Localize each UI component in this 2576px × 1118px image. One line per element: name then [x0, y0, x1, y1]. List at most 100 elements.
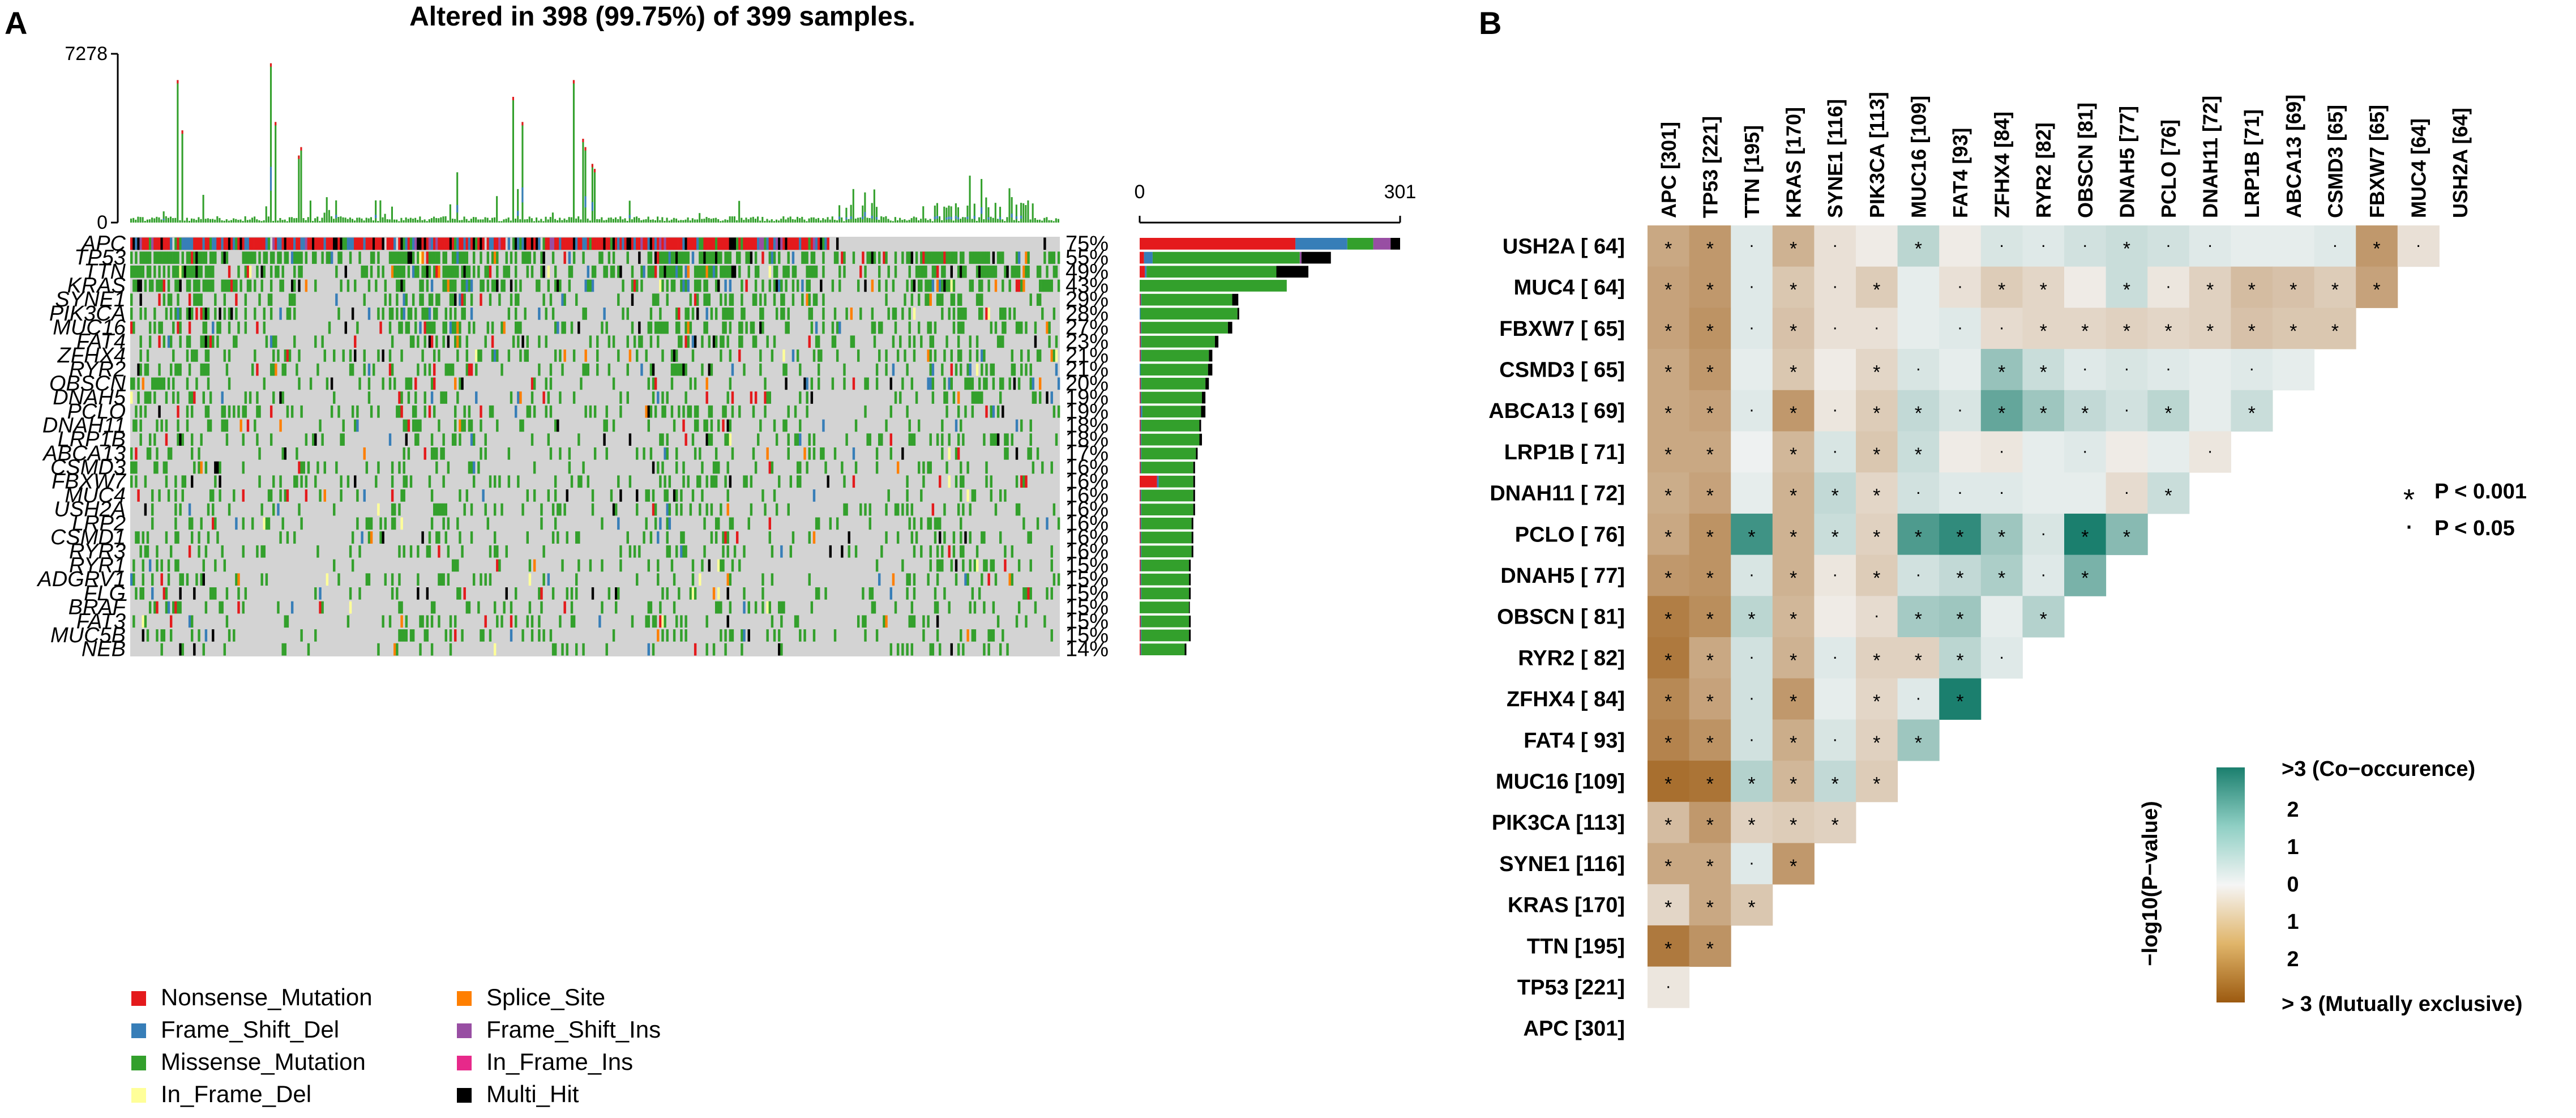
matrix-cell	[403, 489, 405, 502]
tmb-bar	[598, 219, 601, 223]
matrix-cell	[530, 265, 534, 278]
matrix-cell	[442, 433, 445, 446]
tmb-bar	[335, 200, 337, 223]
matrix-cell	[396, 279, 399, 292]
matrix-cell	[428, 251, 431, 264]
matrix-cell	[582, 308, 585, 320]
heatmap-cell	[2022, 513, 2065, 556]
tmb-bar-segment	[628, 215, 631, 219]
matrix-cell	[726, 265, 729, 278]
matrix-cell	[258, 475, 261, 488]
tmb-bar	[741, 217, 743, 223]
matrix-cell	[421, 531, 424, 544]
matrix-cell	[987, 308, 990, 320]
count-bar-segment	[1141, 293, 1233, 306]
tmb-bar	[987, 207, 990, 223]
matrix-cell	[398, 265, 401, 278]
matrix-cell	[929, 461, 932, 474]
matrix-cell	[687, 475, 690, 488]
matrix-cell	[735, 251, 739, 264]
matrix-cell	[714, 308, 718, 320]
matrix-cell	[148, 391, 152, 404]
tmb-bar	[952, 220, 955, 223]
matrix-cell	[1057, 517, 1060, 530]
matrix-cell	[929, 279, 932, 292]
matrix-cell	[195, 573, 198, 586]
matrix-cell	[423, 321, 426, 334]
matrix-cell	[489, 265, 492, 278]
matrix-cell	[290, 293, 294, 306]
matrix-cell	[235, 237, 238, 250]
matrix-cell	[356, 321, 359, 334]
matrix-cell	[952, 308, 956, 320]
matrix-cell	[694, 237, 697, 250]
matrix-cell	[454, 279, 457, 292]
percent-label: 29%	[1066, 288, 1109, 311]
significance-mark: *	[1664, 732, 1672, 754]
matrix-cell	[177, 433, 179, 446]
matrix-cell	[204, 405, 208, 418]
matrix-cell	[864, 377, 867, 390]
matrix-cell	[454, 405, 457, 418]
matrix-cell	[1055, 433, 1058, 446]
significance-mark: ·	[1957, 400, 1963, 419]
matrix-cell	[948, 308, 951, 320]
matrix-cell	[680, 335, 683, 348]
count-bar-segment	[1141, 349, 1209, 362]
matrix-cell	[419, 293, 422, 306]
tmb-bar	[596, 219, 598, 223]
matrix-cell	[915, 265, 918, 278]
matrix-cell	[768, 265, 772, 278]
matrix-cell	[799, 391, 802, 404]
matrix-cell	[720, 335, 722, 348]
heatmap-cell	[2189, 431, 2231, 473]
matrix-cell	[400, 237, 403, 250]
tmb-bar	[710, 219, 712, 223]
matrix-cell	[468, 419, 471, 432]
matrix-cell	[864, 615, 867, 628]
matrix-cell	[400, 251, 403, 264]
matrix-cell	[333, 391, 336, 404]
matrix-cell	[454, 419, 457, 432]
matrix-cell	[661, 321, 664, 334]
matrix-cell	[316, 461, 319, 474]
matrix-cell	[917, 321, 921, 334]
matrix-cell	[726, 587, 729, 600]
matrix-cell	[549, 293, 553, 306]
matrix-cell	[468, 461, 471, 474]
tmb-bars	[130, 63, 1059, 223]
matrix-cell	[960, 321, 962, 334]
matrix-cell	[738, 405, 741, 418]
matrix-cell	[960, 545, 962, 558]
matrix-cell	[705, 377, 708, 390]
matrix-cell	[444, 237, 447, 250]
matrix-cell	[985, 461, 988, 474]
matrix-cell	[868, 587, 871, 600]
tmb-bar	[489, 220, 491, 223]
matrix-cell	[647, 489, 651, 502]
heatmap-cell	[1980, 472, 2023, 514]
matrix-cell	[1038, 293, 1042, 306]
matrix-cell	[491, 279, 494, 292]
tmb-bar	[752, 216, 754, 223]
matrix-cell	[885, 419, 888, 432]
matrix-cell	[925, 279, 927, 292]
matrix-cell	[174, 517, 177, 530]
matrix-cell	[407, 321, 410, 334]
matrix-cell	[174, 279, 177, 292]
heatmap-cell	[1856, 637, 1898, 679]
heatmap-cell	[2356, 266, 2398, 308]
matrix-cell	[417, 237, 420, 250]
matrix-cell	[493, 545, 497, 558]
matrix-cell	[864, 629, 867, 642]
matrix-cell	[845, 308, 848, 320]
percent-label: 49%	[1066, 260, 1109, 284]
matrix-cell	[344, 321, 348, 334]
tmb-bar	[836, 220, 838, 223]
matrix-cell	[139, 363, 142, 376]
tmb-bar	[557, 220, 559, 223]
matrix-cell	[186, 251, 189, 264]
matrix-cell	[207, 279, 210, 292]
matrix-cell	[551, 643, 555, 656]
heatmap-cell	[2022, 554, 2065, 596]
